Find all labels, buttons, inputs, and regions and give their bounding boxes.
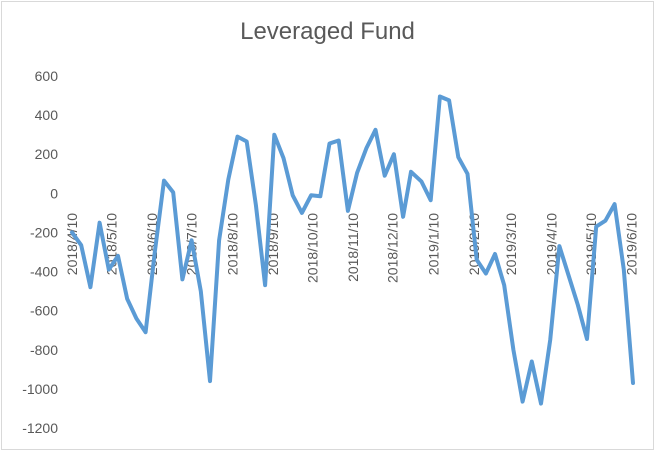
y-tick-label: 600 <box>35 68 59 84</box>
x-tick-label: 2018/8/10 <box>224 213 240 275</box>
x-tick-label: 2019/6/10 <box>624 213 640 275</box>
x-axis-tick-labels: 2018/4/10 2018/5/10 2018/6/10 2018/7/10 2018… <box>64 213 640 283</box>
y-tick-label: 200 <box>35 146 59 162</box>
y-tick-label: 400 <box>35 107 59 123</box>
y-tick-label: -1200 <box>22 420 58 436</box>
x-tick-label: 2018/12/10 <box>385 213 401 283</box>
x-tick-label: 2018/10/10 <box>304 213 320 283</box>
y-tick-label: -1000 <box>22 381 58 397</box>
y-tick-label: 0 <box>50 185 58 201</box>
y-tick-label: -200 <box>30 224 58 240</box>
series-line <box>70 94 635 406</box>
series-line-path <box>70 94 635 406</box>
y-tick-label: -800 <box>30 342 58 358</box>
y-axis-tick-labels: 600 400 200 0 -200 -400 -600 -800 -1000 -1200 <box>22 68 58 436</box>
y-tick-label: -600 <box>30 303 58 319</box>
y-tick-label: -400 <box>30 264 58 280</box>
x-tick-label: 2019/1/10 <box>425 213 441 275</box>
x-tick-label: 2018/11/10 <box>345 213 361 282</box>
chart-title: Leveraged Fund <box>240 18 415 45</box>
x-tick-label: 2019/4/10 <box>544 213 560 275</box>
x-tick-label: 2018/4/10 <box>64 213 80 275</box>
x-tick-label: 2019/3/10 <box>503 213 519 275</box>
